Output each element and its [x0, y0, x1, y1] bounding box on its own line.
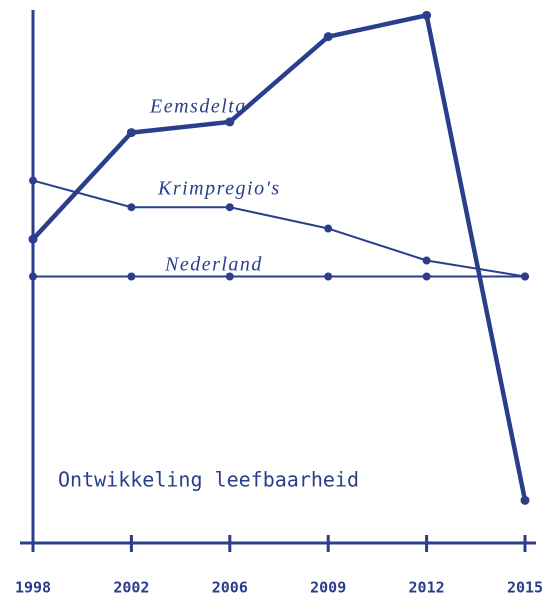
chart-title: Ontwikkeling leefbaarheid [58, 468, 359, 492]
x-tick-label: 2006 [212, 579, 248, 597]
point [127, 203, 136, 212]
x-tick-label: 2009 [310, 579, 346, 597]
point [324, 224, 333, 233]
point [28, 234, 38, 244]
x-tick-label: 2012 [409, 579, 445, 597]
x-tick-label: 2002 [113, 579, 149, 597]
point [225, 272, 234, 281]
series-label: Eemsdelta [149, 96, 247, 118]
point [29, 176, 37, 185]
series-label: Krimpregio's [157, 178, 281, 200]
point [422, 256, 431, 265]
point [324, 272, 333, 281]
x-tick-label: 2015 [507, 579, 543, 597]
point [520, 495, 530, 505]
series-label: Nederland [164, 254, 263, 276]
line [31, 13, 528, 501]
point [127, 272, 136, 281]
point [521, 272, 529, 281]
x-tick-label: 1998 [15, 579, 51, 597]
point [29, 272, 37, 281]
point [126, 128, 136, 138]
line [32, 179, 526, 278]
point [323, 32, 333, 42]
point [422, 272, 431, 281]
point [225, 117, 235, 127]
point [422, 10, 432, 20]
point [225, 203, 234, 212]
